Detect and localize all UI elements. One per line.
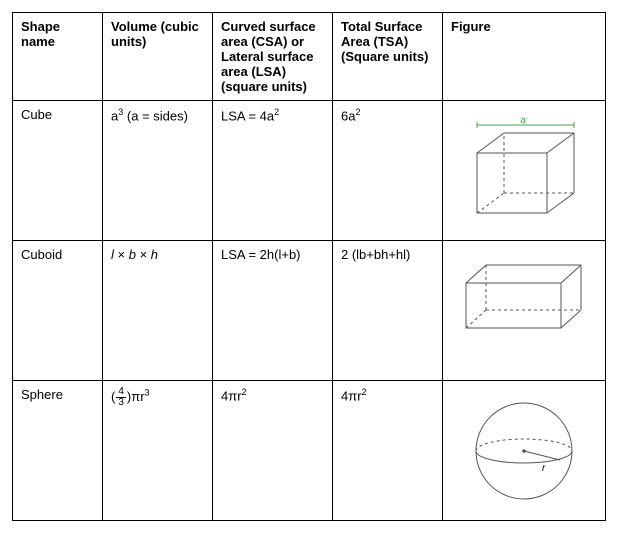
cuboid-volume: l × b × h (103, 241, 213, 381)
row-cuboid: Cuboid l × b × h LSA = 2h(l+b) 2 (lb+bh+… (13, 241, 606, 381)
sphere-csa: 4πr2 (213, 381, 333, 521)
header-tsa: Total Surface Area (TSA)(Square units) (333, 13, 443, 101)
header-csa: Curved surface area (CSA) or Lateral sur… (213, 13, 333, 101)
header-volume: Volume (cubic units) (103, 13, 213, 101)
sphere-label: r (542, 463, 546, 474)
cuboid-icon (454, 253, 594, 343)
cube-volume: a3 (a = sides) (103, 101, 213, 241)
header-shape: Shape name (13, 13, 103, 101)
cube-icon: a (459, 113, 589, 228)
cube-name: Cube (13, 101, 103, 241)
sphere-tsa: 4πr2 (333, 381, 443, 521)
sphere-volume: (43)πr3 (103, 381, 213, 521)
header-row: Shape name Volume (cubic units) Curved s… (13, 13, 606, 101)
row-sphere: Sphere (43)πr3 4πr2 4πr2 r (13, 381, 606, 521)
sphere-figure: r (443, 381, 606, 521)
cube-tsa: 6a2 (333, 101, 443, 241)
sphere-name: Sphere (13, 381, 103, 521)
cube-figure: a (443, 101, 606, 241)
cuboid-tsa: 2 (lb+bh+hl) (333, 241, 443, 381)
sphere-icon: r (464, 393, 584, 513)
mensuration-table: Shape name Volume (cubic units) Curved s… (12, 12, 606, 521)
cube-label: a (520, 115, 526, 126)
cuboid-figure (443, 241, 606, 381)
cube-csa: LSA = 4a2 (213, 101, 333, 241)
cuboid-name: Cuboid (13, 241, 103, 381)
row-cube: Cube a3 (a = sides) LSA = 4a2 6a2 (13, 101, 606, 241)
cuboid-csa: LSA = 2h(l+b) (213, 241, 333, 381)
header-figure: Figure (443, 13, 606, 101)
